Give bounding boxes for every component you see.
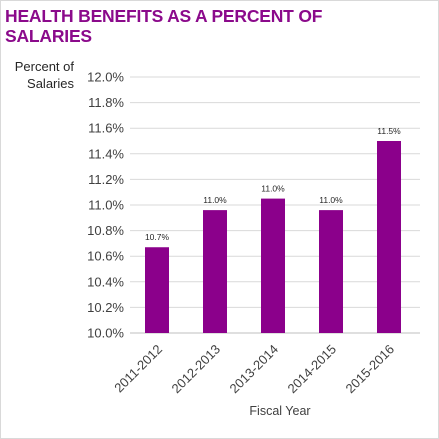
- data-label: 11.5%: [377, 126, 401, 136]
- x-tick-label: 2014-2015: [285, 342, 340, 397]
- chart-title-line-1: HEALTH BENEFITS AS A PERCENT OF: [5, 6, 323, 26]
- y-axis-label-line-1: Percent of: [14, 59, 74, 74]
- data-label: 11.0%: [261, 184, 285, 194]
- bar: [377, 141, 401, 333]
- y-tick-label: 11.2%: [88, 172, 124, 187]
- x-tick-label: 2012-2013: [169, 342, 224, 397]
- bar: [145, 247, 169, 333]
- data-label: 11.0%: [319, 195, 343, 205]
- chart-title: HEALTH BENEFITS AS A PERCENT OF SALARIES: [5, 6, 425, 46]
- y-tick-label: 12.0%: [87, 70, 124, 85]
- y-tick-label: 11.8%: [88, 95, 124, 110]
- y-axis-label-line-2: Salaries: [27, 76, 74, 91]
- data-label: 11.0%: [203, 195, 227, 205]
- y-tick-label: 10.8%: [87, 223, 124, 238]
- bar: [261, 198, 285, 333]
- y-axis-label: Percent of Salaries: [4, 58, 74, 92]
- x-tick-label: 2013-2014: [227, 342, 282, 397]
- x-tick-label: 2011-2012: [111, 342, 165, 396]
- y-tick-label: 11.0%: [88, 198, 124, 213]
- bar: [203, 210, 227, 333]
- x-tick-label: 2015-2016: [343, 342, 398, 397]
- y-tick-label: 11.6%: [88, 121, 124, 136]
- data-label: 10.7%: [145, 232, 170, 242]
- chart-title-line-2: SALARIES: [5, 26, 92, 46]
- y-tick-label: 10.0%: [87, 326, 124, 341]
- y-tick-label: 10.4%: [87, 274, 124, 289]
- x-axis-label: Fiscal Year: [249, 404, 311, 418]
- y-tick-label: 11.4%: [88, 146, 124, 161]
- y-tick-label: 10.6%: [87, 249, 124, 264]
- y-tick-label: 10.2%: [87, 300, 124, 315]
- bar: [319, 210, 343, 333]
